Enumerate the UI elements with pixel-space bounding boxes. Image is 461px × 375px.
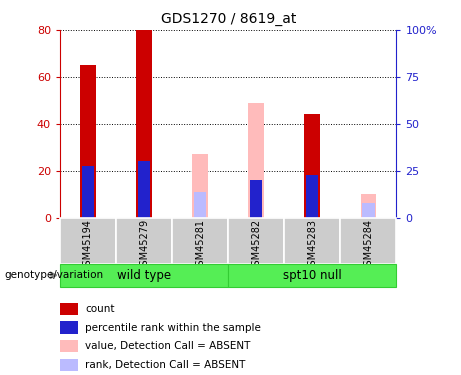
Bar [228, 264, 396, 287]
Bar [340, 217, 396, 264]
Title: GDS1270 / 8619_at: GDS1270 / 8619_at [160, 12, 296, 26]
Bar [361, 194, 376, 217]
Text: GSM45283: GSM45283 [307, 219, 317, 272]
Text: value, Detection Call = ABSENT: value, Detection Call = ABSENT [85, 341, 251, 351]
Bar [60, 321, 77, 334]
Text: GSM45194: GSM45194 [83, 219, 93, 272]
Text: GSM45284: GSM45284 [363, 219, 373, 272]
Bar [250, 180, 262, 218]
Bar [306, 176, 319, 217]
Bar [60, 217, 116, 264]
Text: spt10 null: spt10 null [283, 269, 342, 282]
Bar [60, 340, 77, 352]
Text: GSM45281: GSM45281 [195, 219, 205, 272]
Bar [362, 203, 375, 217]
Bar [116, 217, 172, 264]
Bar [248, 103, 264, 218]
Text: genotype/variation: genotype/variation [5, 270, 104, 280]
Text: GSM45279: GSM45279 [139, 219, 149, 272]
Text: wild type: wild type [117, 269, 171, 282]
Bar [304, 114, 320, 218]
Bar [172, 217, 228, 264]
Text: rank, Detection Call = ABSENT: rank, Detection Call = ABSENT [85, 360, 246, 370]
Text: count: count [85, 304, 115, 314]
Text: GSM45282: GSM45282 [251, 219, 261, 272]
Bar [250, 182, 262, 218]
Bar [284, 217, 340, 264]
Bar [228, 217, 284, 264]
Bar [60, 264, 228, 287]
Bar [60, 358, 77, 371]
Bar [136, 30, 152, 217]
Text: percentile rank within the sample: percentile rank within the sample [85, 322, 261, 333]
Bar [138, 161, 150, 218]
Bar [80, 65, 96, 218]
Bar [192, 154, 208, 218]
Bar [82, 166, 94, 218]
Bar [60, 303, 77, 315]
Bar [194, 192, 207, 217]
